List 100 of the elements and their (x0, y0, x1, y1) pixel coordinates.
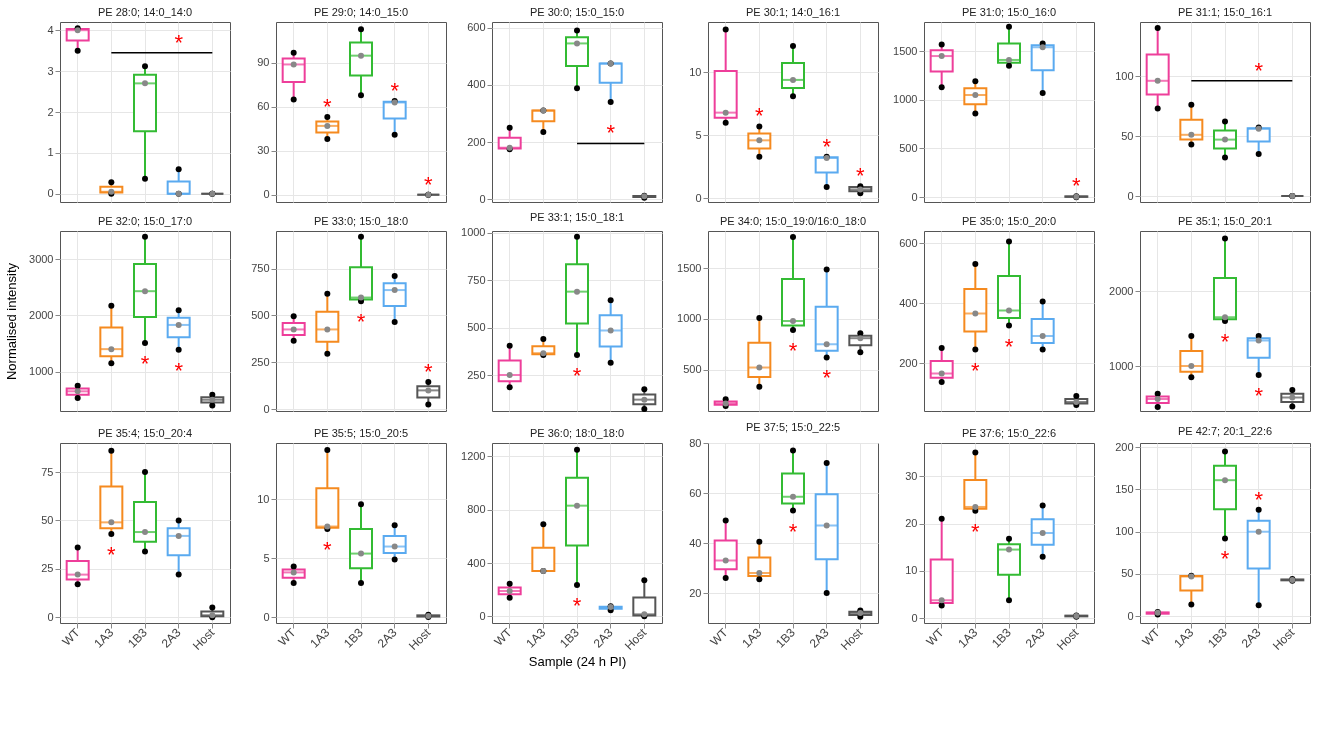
x-tick-label: 1A3 (739, 625, 765, 651)
x-tick-label: 1A3 (91, 625, 117, 651)
y-tick-label: 0 (479, 609, 486, 622)
x-axis-title: Sample (24 h PI) (528, 654, 627, 670)
y-tick-label: 250 (467, 368, 486, 381)
y-tick-label: 20 (689, 586, 702, 599)
y-tick-label: 0 (47, 187, 54, 200)
chart-title: PE 35:0; 15:0_20:0 (961, 215, 1057, 227)
y-tick-label: 500 (251, 308, 270, 321)
chart-title: PE 31:0; 15:0_16:0 (961, 6, 1057, 18)
y-tick-label: 500 (899, 141, 918, 154)
y-tick-label: 80 (689, 436, 702, 449)
annotation: * (424, 171, 434, 197)
y-tick-label: 500 (683, 363, 702, 376)
chart-title: PE 28:0; 14:0_14:0 (97, 6, 193, 18)
x-tick-label: 1A3 (523, 625, 549, 651)
y-tick-label: 1000 (1109, 359, 1134, 372)
chart-title: PE 34:0; 15:0_19:0/16:0_18:0 (719, 215, 867, 227)
y-tick-label: 0 (1127, 609, 1134, 622)
x-tick-label: WT (275, 625, 300, 649)
y-tick-label: 30 (905, 469, 918, 482)
chart-title: PE 33:0; 15:0_18:0 (313, 215, 409, 227)
y-tick-label: 1500 (677, 261, 702, 274)
y-tick-label: 20 (905, 517, 918, 530)
y-tick-label: 10 (689, 65, 702, 78)
chart-title: PE 30:1; 14:0_16:1 (745, 6, 841, 18)
annotation: * (174, 29, 184, 55)
y-tick-label: 10 (257, 492, 270, 505)
annotation: * (1254, 486, 1264, 512)
y-tick-label: 1000 (893, 93, 918, 106)
y-tick-label: 10 (905, 564, 918, 577)
y-tick-label: 400 (899, 296, 918, 309)
y-tick-label: 2000 (1109, 284, 1134, 297)
annotation: * (822, 365, 832, 391)
annotation: * (1220, 546, 1230, 572)
y-tick-label: 60 (257, 100, 270, 113)
annotation: * (572, 593, 582, 618)
y-tick-label: 750 (251, 262, 270, 274)
y-tick-label: 800 (467, 503, 486, 516)
y-tick-label: 0 (47, 610, 54, 623)
annotation: * (390, 78, 400, 104)
x-tick-label: 2A3 (590, 625, 616, 651)
annotation: * (1072, 173, 1082, 199)
y-tick-label: 4 (47, 23, 54, 36)
chart-title: PE 35:5; 15:0_20:5 (313, 427, 409, 439)
annotation: * (971, 518, 981, 544)
x-tick-label: 2A3 (1238, 625, 1264, 651)
annotation: * (1254, 383, 1264, 408)
y-axis-title: Normalised intensity (3, 262, 19, 381)
chart-title: PE 37:5; 15:0_22:5 (745, 421, 841, 433)
chart-title: PE 42:7; 20:1_22:6 (1177, 425, 1273, 438)
y-tick-label: 3000 (29, 252, 54, 265)
annotation: * (140, 350, 150, 376)
y-tick-label: 0 (479, 192, 486, 205)
x-tick-label: 2A3 (374, 625, 400, 651)
y-tick-label: 0 (695, 191, 702, 204)
x-tick-label: 2A3 (1022, 625, 1048, 651)
x-tick-label: 2A3 (806, 625, 832, 651)
y-tick-label: 1200 (461, 449, 486, 462)
y-tick-label: 150 (1115, 482, 1134, 495)
y-tick-label: 1000 (677, 312, 702, 325)
y-tick-label: 100 (1115, 525, 1134, 538)
y-tick-label: 75 (41, 465, 54, 478)
y-tick-label: 1 (47, 146, 54, 159)
y-tick-label: 1000 (29, 365, 54, 378)
y-tick-label: 0 (263, 402, 270, 415)
x-tick-label: WT (1139, 625, 1164, 649)
x-tick-label: WT (707, 625, 732, 649)
y-tick-label: 200 (899, 356, 918, 369)
y-tick-label: 50 (1121, 567, 1134, 580)
x-tick-label: 1B3 (556, 625, 583, 651)
y-tick-label: 50 (1121, 129, 1134, 142)
y-tick-label: 500 (467, 321, 486, 334)
y-tick-label: 60 (689, 486, 702, 499)
annotation: * (1220, 329, 1230, 354)
annotation: * (1004, 333, 1014, 359)
y-tick-label: 40 (689, 536, 702, 549)
y-tick-label: 25 (41, 562, 54, 575)
y-tick-label: 600 (899, 236, 918, 249)
chart-title: PE 29:0; 14:0_15:0 (313, 6, 409, 18)
annotation: * (1254, 57, 1264, 83)
y-tick-label: 750 (467, 273, 486, 286)
x-tick-label: 1A3 (307, 625, 333, 651)
annotation: * (606, 120, 616, 146)
y-tick-label: 1000 (461, 226, 486, 239)
annotation: * (107, 541, 117, 567)
x-tick-label: 1B3 (772, 625, 799, 651)
chart-title: PE 32:0; 15:0_17:0 (97, 215, 193, 227)
y-tick-label: 2 (47, 105, 54, 118)
chart-title: PE 35:4; 15:0_20:4 (97, 427, 193, 439)
y-tick-label: 50 (41, 513, 54, 526)
annotation: * (323, 536, 333, 562)
x-tick-label: 1A3 (955, 625, 981, 651)
y-tick-label: 400 (467, 78, 486, 91)
x-tick-label: 1A3 (1171, 625, 1197, 651)
chart-title: PE 36:0; 18:0_18:0 (529, 427, 625, 439)
annotation: * (174, 357, 184, 383)
y-tick-label: 200 (467, 135, 486, 148)
y-tick-label: 30 (257, 144, 270, 157)
x-tick-label: WT (923, 625, 948, 649)
